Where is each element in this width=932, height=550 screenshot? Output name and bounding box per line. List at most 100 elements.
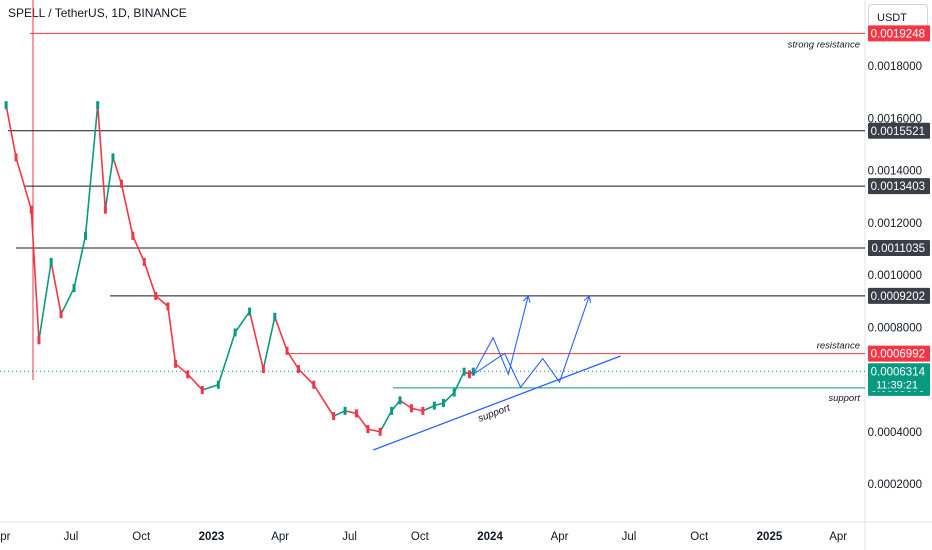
price-candle (354, 409, 358, 418)
level-price-label: 0.0013403 (871, 181, 925, 193)
y-tick-label: 0.0010000 (868, 270, 922, 282)
support-trendline[interactable] (373, 355, 621, 451)
y-tick-label: 0.0002000 (868, 479, 922, 491)
level-annotation: strong resistance (788, 39, 860, 50)
price-candle (343, 406, 347, 415)
price-segment (234, 311, 251, 333)
level-price-badge (868, 25, 930, 42)
y-tick-label: 0.0016000 (868, 113, 922, 125)
level-price-label: 0.0015521 (871, 126, 925, 138)
price-segment (442, 391, 455, 404)
price-segment (155, 295, 169, 307)
price-candle (296, 365, 300, 374)
y-tick-label: 0.0004000 (868, 427, 922, 439)
x-tick-label: Oct (690, 531, 709, 543)
price-segment (132, 235, 146, 263)
price-candle (432, 401, 436, 410)
price-candle (312, 380, 316, 389)
level-annotation: support (828, 393, 860, 404)
price-segment (297, 368, 315, 386)
level-price-badge (868, 345, 930, 362)
price-segment (167, 306, 177, 364)
price-segment (202, 383, 219, 391)
level-price-label: 0.0006992 (871, 349, 925, 361)
price-segment (120, 183, 134, 236)
x-tick-label: Apr (551, 531, 569, 543)
price-candle (398, 396, 402, 405)
price-segment (355, 412, 369, 430)
last-price-badge (868, 363, 930, 392)
price-segment (274, 316, 288, 352)
price-segment (30, 209, 40, 341)
price-segment (422, 404, 435, 412)
price-candle (462, 367, 466, 376)
x-tick-label: Apr (271, 531, 289, 543)
y-tick-label: 0.0008000 (868, 322, 922, 334)
price-segment (38, 261, 52, 341)
countdown-label: 11:39:21 (876, 379, 918, 391)
price-candle (471, 367, 475, 376)
price-candle (200, 385, 204, 394)
price-candle (49, 257, 53, 266)
price-candle (467, 370, 471, 379)
price-segment (5, 105, 17, 158)
price-candle (390, 406, 394, 415)
price-candle (59, 310, 63, 319)
price-candle (409, 404, 413, 413)
price-segment (367, 428, 381, 433)
price-candle (4, 101, 8, 110)
x-tick-label: Oct (411, 531, 430, 543)
price-candle (421, 406, 425, 415)
price-candle (72, 284, 76, 293)
price-candle (119, 179, 123, 188)
level-price-badge (868, 239, 930, 256)
price-segment (379, 410, 393, 433)
x-tick-label: Apr (0, 531, 11, 543)
price-segment (399, 399, 412, 409)
price-candle (154, 291, 158, 300)
price-segment (175, 363, 189, 375)
price-candle (378, 427, 382, 436)
price-candle (216, 380, 220, 389)
level-price-badge (868, 287, 930, 304)
x-tick-label: 2025 (757, 531, 783, 543)
price-candle (233, 328, 237, 337)
price-candle (174, 359, 178, 368)
price-candle (166, 302, 170, 311)
trendline-label: support (477, 402, 513, 425)
projection-arrowhead (583, 294, 592, 303)
level-annotation: resistance (817, 341, 860, 352)
price-candle (111, 153, 115, 162)
price-segment (434, 402, 444, 407)
price-segment (344, 410, 357, 415)
price-segment (262, 316, 276, 370)
price-segment (50, 261, 62, 315)
price-candle (366, 425, 370, 434)
price-candle (84, 231, 88, 240)
price-segment (286, 350, 300, 370)
level-price-badge (868, 122, 930, 139)
level-price-badge (868, 178, 930, 195)
price-segment (112, 157, 123, 184)
price-segment (248, 311, 265, 370)
price-candle (261, 365, 265, 374)
x-tick-label: Jul (622, 531, 637, 543)
price-segment (313, 384, 335, 417)
y-tick-label: 0.0014000 (868, 166, 922, 178)
projection-path-2[interactable] (472, 295, 590, 389)
x-tick-label: Apr (829, 531, 847, 543)
price-candle (285, 346, 289, 355)
price-segment (453, 371, 465, 393)
price-segment (15, 157, 33, 210)
x-tick-label: Jul (342, 531, 357, 543)
price-candle (96, 101, 100, 110)
last-price-label: 0.0006314 (871, 366, 926, 378)
price-segment (104, 157, 114, 210)
price-segment (333, 410, 346, 417)
projection-path-1[interactable] (472, 295, 529, 377)
price-segment (84, 105, 99, 236)
price-candle (186, 370, 190, 379)
x-tick-label: Jul (64, 531, 79, 543)
